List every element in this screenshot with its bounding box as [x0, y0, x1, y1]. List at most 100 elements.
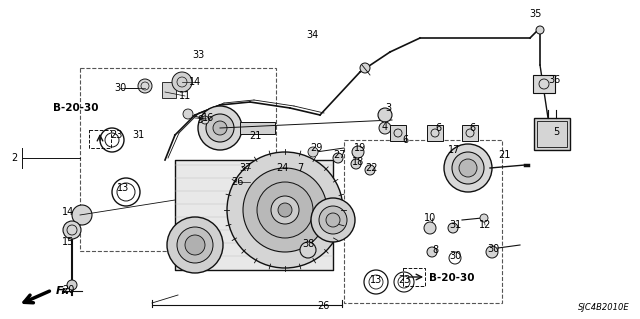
Text: 3: 3 — [385, 103, 391, 113]
Text: 20: 20 — [62, 285, 74, 295]
Bar — [537, 121, 567, 147]
Circle shape — [278, 203, 292, 217]
Circle shape — [271, 196, 299, 224]
Circle shape — [206, 114, 234, 142]
Text: 13: 13 — [117, 183, 129, 193]
Text: 30: 30 — [487, 244, 499, 254]
Text: 10: 10 — [424, 213, 436, 223]
Circle shape — [67, 280, 77, 290]
Circle shape — [486, 246, 498, 258]
Text: 35: 35 — [530, 9, 542, 19]
Text: 31: 31 — [132, 130, 144, 140]
Circle shape — [360, 63, 370, 73]
Circle shape — [308, 147, 318, 157]
Circle shape — [365, 165, 375, 175]
Circle shape — [198, 106, 242, 150]
Circle shape — [319, 206, 347, 234]
Text: 5: 5 — [553, 127, 559, 137]
Circle shape — [63, 221, 81, 239]
Circle shape — [177, 227, 213, 263]
Circle shape — [167, 217, 223, 273]
Circle shape — [213, 121, 227, 135]
Text: 27: 27 — [333, 150, 346, 160]
Circle shape — [444, 144, 492, 192]
Bar — [175, 160, 333, 270]
Bar — [534, 118, 570, 150]
Text: 38: 38 — [302, 239, 314, 249]
Text: 18: 18 — [352, 157, 364, 167]
Text: 15: 15 — [62, 237, 74, 247]
Circle shape — [459, 159, 477, 177]
Text: 14: 14 — [189, 77, 201, 87]
Text: 6: 6 — [435, 123, 441, 133]
Text: 6: 6 — [402, 135, 408, 145]
Bar — [162, 82, 176, 98]
Bar — [390, 125, 406, 141]
Text: 2: 2 — [11, 153, 17, 163]
Text: 30: 30 — [449, 251, 461, 261]
Text: 26: 26 — [317, 301, 329, 311]
Circle shape — [257, 182, 313, 238]
Circle shape — [351, 159, 361, 169]
Bar — [240, 122, 275, 134]
Text: B-20-30: B-20-30 — [429, 273, 475, 283]
Circle shape — [424, 222, 436, 234]
Text: 30: 30 — [114, 83, 126, 93]
Circle shape — [138, 79, 152, 93]
Circle shape — [201, 116, 209, 124]
Text: Fr.: Fr. — [56, 286, 70, 296]
Circle shape — [452, 152, 484, 184]
Text: 13: 13 — [370, 275, 382, 285]
Text: 16: 16 — [202, 113, 214, 123]
Text: 29: 29 — [310, 143, 322, 153]
Text: 8: 8 — [432, 245, 438, 255]
Text: B-20-30: B-20-30 — [53, 103, 99, 113]
Circle shape — [378, 108, 392, 122]
Circle shape — [333, 153, 343, 163]
Text: 21: 21 — [498, 150, 510, 160]
Text: 19: 19 — [354, 143, 366, 153]
Circle shape — [427, 247, 437, 257]
Text: 26: 26 — [231, 177, 243, 187]
Bar — [80, 68, 276, 251]
Circle shape — [300, 242, 316, 258]
Circle shape — [448, 223, 458, 233]
Text: 9: 9 — [197, 115, 203, 125]
Text: 6: 6 — [469, 123, 475, 133]
Text: 23: 23 — [398, 275, 410, 285]
Circle shape — [379, 122, 391, 134]
Text: 34: 34 — [306, 30, 318, 40]
Text: 24: 24 — [276, 163, 288, 173]
Text: 21: 21 — [249, 131, 261, 141]
Circle shape — [326, 213, 340, 227]
Text: 11: 11 — [179, 91, 191, 101]
Circle shape — [536, 26, 544, 34]
Text: 12: 12 — [479, 220, 491, 230]
Circle shape — [72, 205, 92, 225]
Bar — [403, 268, 425, 286]
Circle shape — [227, 152, 343, 268]
Circle shape — [352, 146, 364, 158]
Text: SJC4B2010E: SJC4B2010E — [579, 303, 630, 312]
Text: 17: 17 — [448, 145, 460, 155]
Circle shape — [311, 198, 355, 242]
Text: 4: 4 — [382, 122, 388, 132]
Text: 23: 23 — [110, 130, 122, 140]
Circle shape — [172, 72, 192, 92]
Bar — [344, 140, 502, 303]
Bar — [462, 125, 478, 141]
Text: 33: 33 — [192, 50, 204, 60]
Text: 22: 22 — [365, 163, 378, 173]
Text: 37: 37 — [239, 163, 251, 173]
Text: 7: 7 — [297, 163, 303, 173]
Bar — [427, 125, 443, 141]
Text: 14: 14 — [62, 207, 74, 217]
Bar — [533, 75, 555, 93]
Bar — [89, 130, 111, 148]
Circle shape — [185, 235, 205, 255]
Text: 31: 31 — [449, 220, 461, 230]
Text: 36: 36 — [548, 75, 560, 85]
Circle shape — [243, 168, 327, 252]
Circle shape — [183, 109, 193, 119]
Circle shape — [480, 214, 488, 222]
